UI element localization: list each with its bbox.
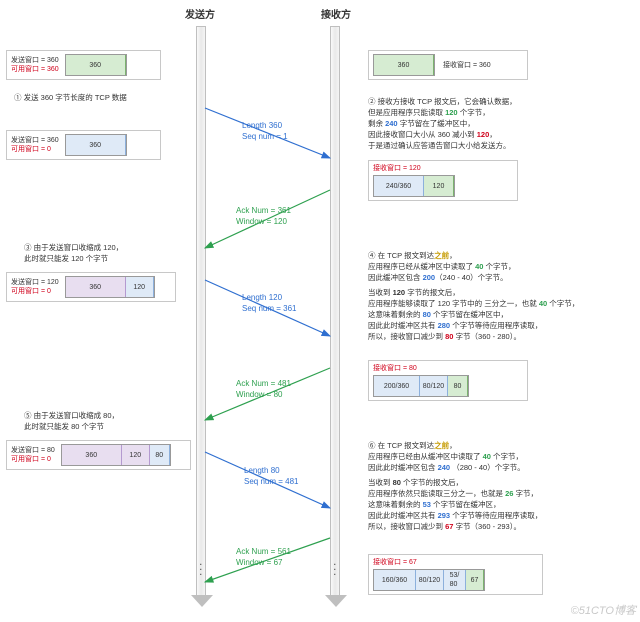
- sender-header: 发送方: [170, 6, 230, 21]
- receiver-timeline: ···: [330, 26, 340, 596]
- recv-box-4: 接收窗口 = 67 160/36080/12053/8067: [368, 554, 543, 595]
- sender-note-5: ⑤ 由于发送窗口收缩成 80， 此时就只能发 80 个字节: [24, 410, 119, 432]
- msg-4: Ack Num = 481Window = 80: [236, 378, 291, 400]
- diagram-stage: 发送方 接收方 ··· ··· Length 360Seq num = 1 Ac…: [0, 0, 640, 622]
- sender-note-3: ③ 由于发送窗口收缩成 120， 此时就只能发 120 个字节: [24, 242, 123, 264]
- msg-2: Ack Num = 361Window = 120: [236, 205, 291, 227]
- sender-box-2: 发送窗口 = 360 可用窗口 = 0 360: [6, 130, 161, 160]
- sender-box-4: 发送窗口 = 80 可用窗口 = 0 36012080: [6, 440, 191, 470]
- recv-note-6: ⑥ 在 TCP 报文到达之前，应用程序已经由从缓冲区中读取了 40 个字节，因此…: [368, 440, 634, 532]
- recv-box-3: 接收窗口 = 80 200/36080/12080: [368, 360, 528, 401]
- recv-note-4: ④ 在 TCP 报文到达之前，应用程序已经从缓冲区中读取了 40 个字节，因此缓…: [368, 250, 634, 342]
- msg-6: Ack Num = 561Window = 67: [236, 546, 291, 568]
- msg-3: Length 120Seq num = 361: [242, 292, 296, 314]
- recv-note-2: ② 接收方接收 TCP 报文后，它会确认数据，但是应用程序只能读取 120 个字…: [368, 96, 628, 151]
- msg-1: Length 360Seq num = 1: [242, 120, 288, 142]
- recv-box-2: 接收窗口 = 120 240/360120: [368, 160, 518, 201]
- sender-box-1: 发送窗口 = 360 可用窗口 = 360 360: [6, 50, 161, 80]
- receiver-header: 接收方: [306, 6, 366, 21]
- watermark: ©51CTO博客: [571, 602, 636, 618]
- sender-note-1: ① 发送 360 字节长度的 TCP 数据: [14, 92, 127, 103]
- recv-box-1: 360 接收窗口 = 360: [368, 50, 528, 80]
- msg-5: Length 80Seq num = 481: [244, 465, 298, 487]
- sender-box-3: 发送窗口 = 120 可用窗口 = 0 360120: [6, 272, 176, 302]
- sender-timeline: ···: [196, 26, 206, 596]
